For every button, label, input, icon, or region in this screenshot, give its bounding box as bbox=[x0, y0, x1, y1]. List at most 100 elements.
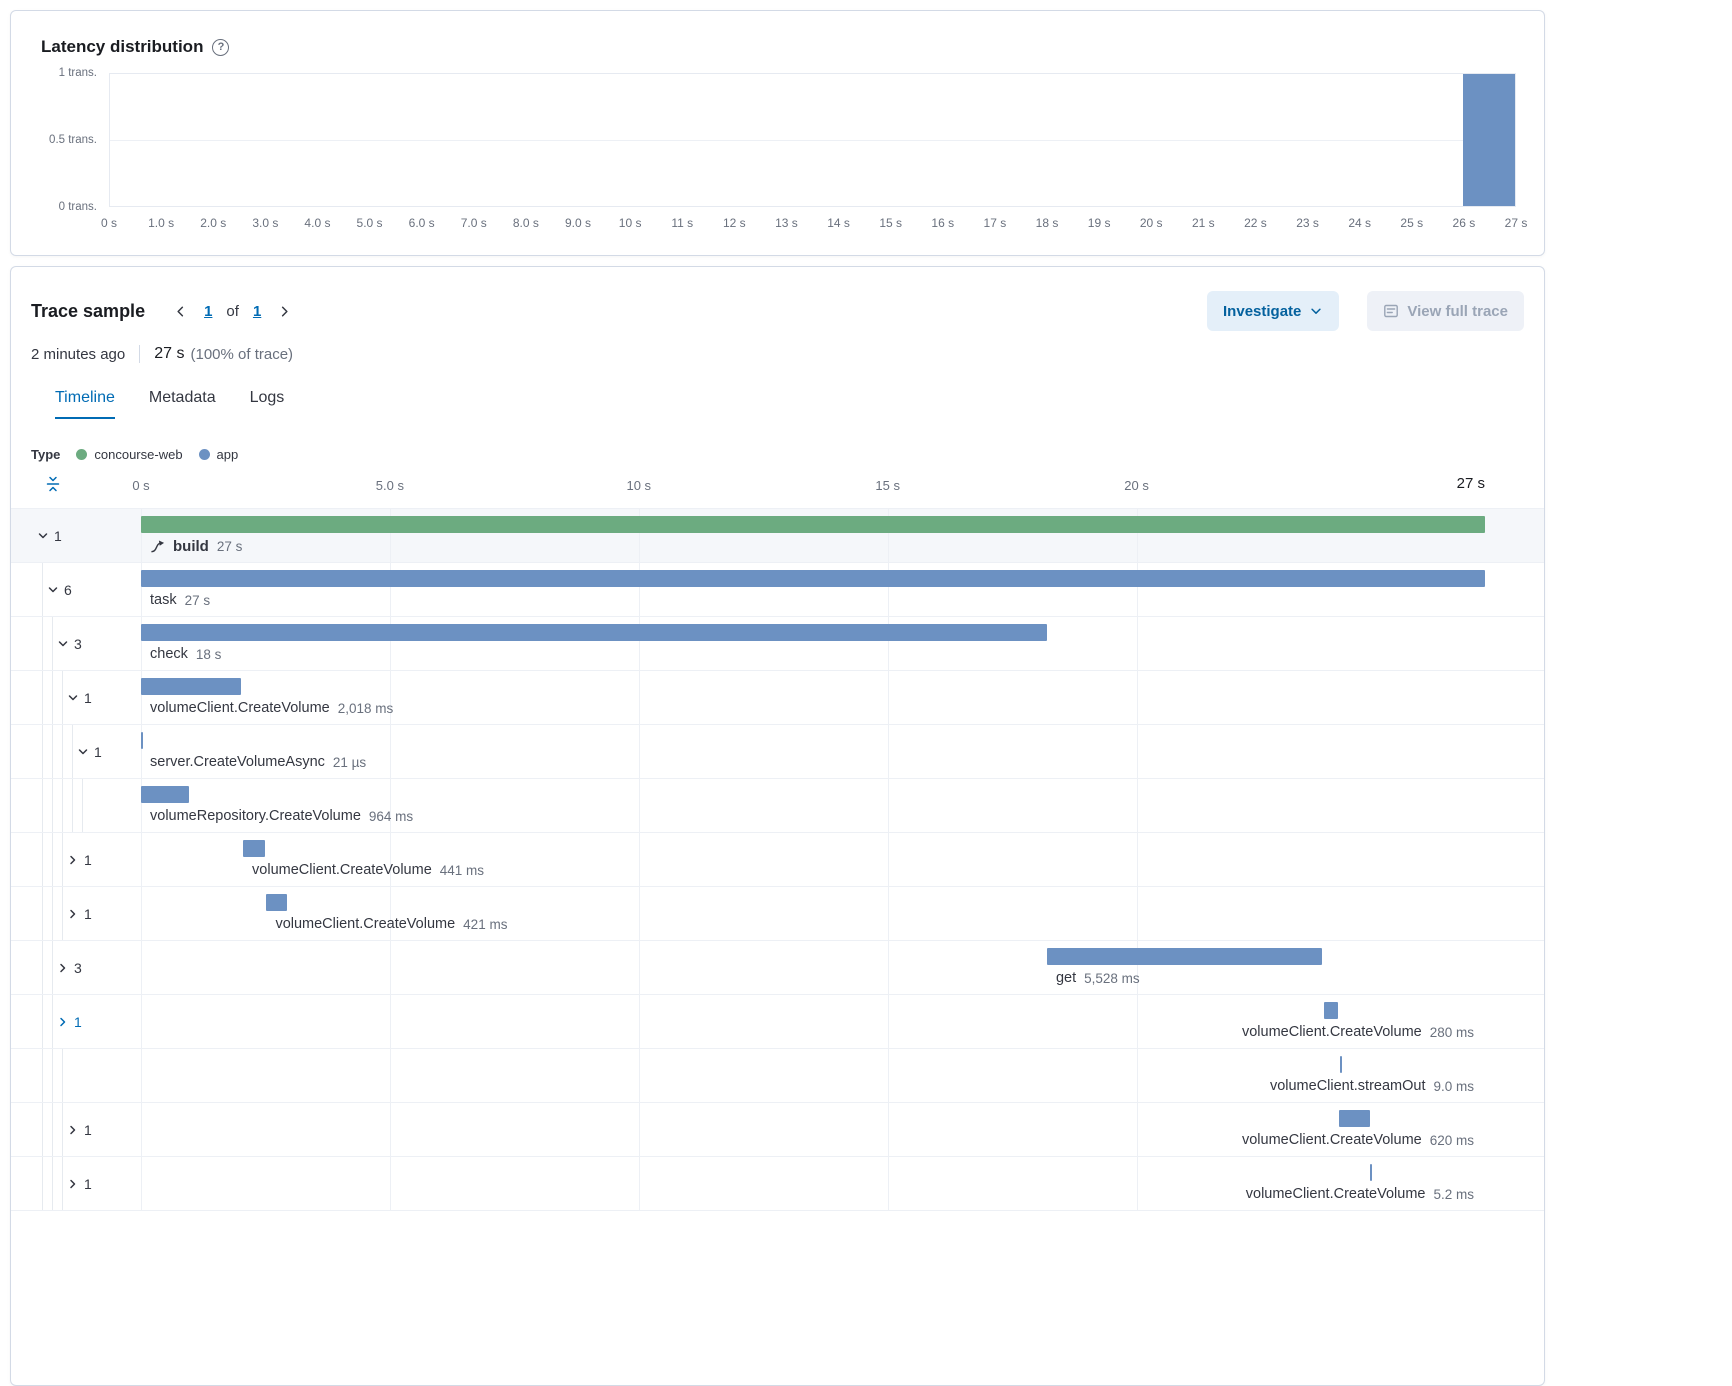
timeline-gridline bbox=[141, 1157, 142, 1210]
trace-duration-percent: (100% of trace) bbox=[190, 345, 294, 363]
x-axis-tick-label: 17 s bbox=[983, 216, 1007, 230]
expand-children-toggle[interactable]: 3 bbox=[57, 960, 82, 976]
child-count: 1 bbox=[84, 689, 92, 706]
timeline-gridline bbox=[141, 1049, 142, 1102]
view-full-trace-button[interactable]: View full trace bbox=[1367, 291, 1524, 331]
investigate-button[interactable]: Investigate bbox=[1207, 291, 1340, 331]
row-gutter: 1 bbox=[11, 671, 141, 724]
trace-meta-row: 2 minutes ago 27 s (100% of trace) bbox=[31, 345, 1524, 363]
timeline-gridline bbox=[141, 509, 142, 562]
chevron-down-icon bbox=[48, 586, 58, 592]
chevron-left-icon[interactable] bbox=[171, 302, 190, 321]
help-icon[interactable]: ? bbox=[212, 38, 230, 56]
expand-children-toggle[interactable]: 1 bbox=[67, 1122, 92, 1138]
chevron-right-icon bbox=[70, 1179, 76, 1188]
span-bar[interactable] bbox=[1339, 1110, 1370, 1127]
x-axis-tick-label: 14 s bbox=[827, 216, 850, 230]
timeline-gridline bbox=[389, 1049, 391, 1102]
timeline-gridline bbox=[1136, 1103, 1138, 1156]
span-label: server.CreateVolumeAsync 21 µs bbox=[150, 754, 366, 770]
row-track: volumeClient.CreateVolume 5.2 ms bbox=[141, 1157, 1485, 1210]
x-axis-tick-label: 3.0 s bbox=[252, 216, 279, 230]
timeline-gridline bbox=[389, 671, 391, 724]
expand-children-toggle[interactable]: 1 bbox=[67, 1176, 92, 1192]
x-axis-tick-label: 7.0 s bbox=[460, 216, 487, 230]
tab-timeline[interactable]: Timeline bbox=[55, 389, 115, 419]
tree-guide bbox=[52, 941, 53, 994]
timeline-gridline bbox=[141, 779, 142, 832]
tree-guide bbox=[72, 779, 73, 832]
span-name: volumeRepository.CreateVolume bbox=[150, 808, 361, 824]
tree-guide bbox=[62, 725, 63, 778]
span-bar[interactable] bbox=[1370, 1164, 1372, 1181]
row-track: volumeClient.CreateVolume 280 ms bbox=[141, 995, 1485, 1048]
tree-guide bbox=[42, 617, 43, 670]
expand-children-toggle[interactable]: 1 bbox=[57, 1014, 82, 1030]
chevron-down-icon bbox=[38, 532, 48, 538]
timeline-axis-tick: 20 s bbox=[1124, 478, 1149, 493]
tab-logs[interactable]: Logs bbox=[249, 389, 285, 406]
x-axis-tick-label: 23 s bbox=[1296, 216, 1319, 230]
timeline-gridline bbox=[638, 509, 640, 562]
span-bar[interactable] bbox=[1340, 1056, 1343, 1073]
span-name: volumeClient.CreateVolume bbox=[1241, 1132, 1422, 1148]
chevron-right-icon[interactable] bbox=[275, 302, 294, 321]
legend-item-app: app bbox=[198, 447, 238, 462]
collapse-children-toggle[interactable]: 3 bbox=[57, 636, 82, 652]
row-gutter: 1 bbox=[11, 1157, 141, 1210]
x-axis-tick-label: 4.0 s bbox=[304, 216, 331, 230]
tree-guide bbox=[52, 779, 53, 832]
trace-duration: 27 s bbox=[154, 345, 185, 362]
row-track: server.CreateVolumeAsync 21 µs bbox=[141, 725, 1485, 778]
span-bar[interactable] bbox=[141, 786, 189, 803]
collapse-children-toggle[interactable]: 1 bbox=[67, 690, 92, 706]
current-page-link[interactable]: 1 bbox=[204, 302, 213, 320]
legend-item-concourse-web: concourse-web bbox=[76, 447, 183, 462]
span-label: check 18 s bbox=[150, 646, 221, 662]
timeline-gridline bbox=[1136, 671, 1138, 724]
x-axis-tick-label: 2.0 s bbox=[200, 216, 227, 230]
timeline-gridline bbox=[389, 779, 391, 832]
tree-guide bbox=[42, 563, 43, 616]
tree-guide bbox=[62, 1103, 63, 1156]
span-duration: 441 ms bbox=[439, 862, 485, 878]
tab-metadata[interactable]: Metadata bbox=[148, 389, 216, 406]
waterfall-row: 1 build 27 s bbox=[11, 509, 1544, 563]
trace-actions: Investigate View full trace bbox=[1207, 291, 1524, 331]
x-axis-tick-label: 15 s bbox=[879, 216, 902, 230]
span-bar[interactable] bbox=[141, 678, 242, 695]
timeline-gridline bbox=[638, 995, 640, 1048]
expand-children-toggle[interactable]: 1 bbox=[67, 906, 92, 922]
tree-guide bbox=[62, 779, 63, 832]
child-count: 1 bbox=[84, 1121, 92, 1138]
timeline-gridline bbox=[887, 725, 889, 778]
latency-y-axis: 1 trans. 0.5 trans. 0 trans. bbox=[31, 67, 109, 213]
span-bar[interactable] bbox=[266, 894, 288, 911]
row-track: volumeClient.streamOut 9.0 ms bbox=[141, 1049, 1485, 1102]
collapse-children-toggle[interactable]: 1 bbox=[77, 744, 102, 760]
timeline-gridline bbox=[887, 1049, 889, 1102]
span-bar[interactable] bbox=[1046, 948, 1323, 965]
span-bar[interactable] bbox=[141, 570, 1485, 587]
span-bar[interactable] bbox=[141, 624, 1047, 641]
span-bar[interactable] bbox=[1324, 1002, 1339, 1019]
waterfall-row: 1 volumeClient.CreateVolume 2,018 ms bbox=[11, 671, 1544, 725]
timeline-gridline bbox=[1136, 1157, 1138, 1210]
collapse-children-toggle[interactable]: 6 bbox=[47, 582, 72, 598]
timeline-gridline bbox=[1136, 509, 1138, 562]
timeline-axis-tick: 0 s bbox=[132, 478, 150, 493]
span-duration: 27 s bbox=[184, 592, 211, 608]
span-bar[interactable] bbox=[141, 516, 1485, 533]
trace-age: 2 minutes ago bbox=[31, 345, 126, 363]
fold-rows-icon[interactable] bbox=[45, 476, 61, 495]
histogram-bar[interactable] bbox=[1462, 74, 1515, 206]
total-pages-link[interactable]: 1 bbox=[252, 302, 262, 320]
child-count: 1 bbox=[84, 851, 92, 868]
timeline-gridline bbox=[887, 887, 889, 940]
span-bar[interactable] bbox=[243, 840, 265, 857]
x-axis-tick-label: 19 s bbox=[1087, 216, 1111, 230]
expand-children-toggle[interactable]: 1 bbox=[67, 852, 92, 868]
span-bar[interactable] bbox=[141, 732, 143, 749]
collapse-children-toggle[interactable]: 1 bbox=[37, 528, 62, 544]
span-name: task bbox=[150, 592, 177, 608]
